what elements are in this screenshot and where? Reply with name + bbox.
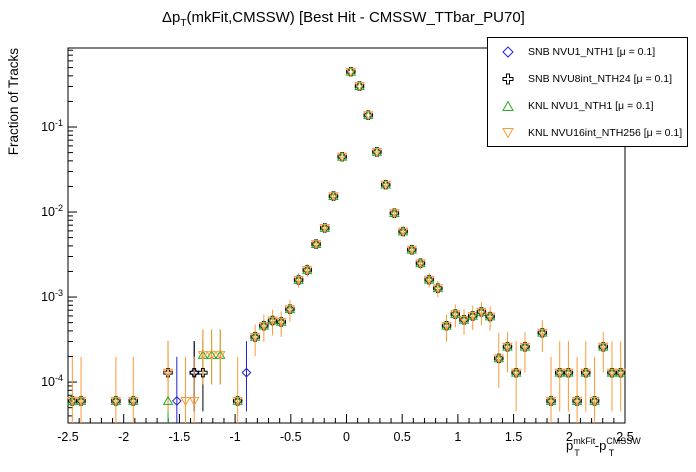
plot-title: ΔpT(mkFit,CMSSW) [Best Hit - CMSSW_TTbar… — [162, 9, 525, 29]
svg-text:1: 1 — [454, 430, 461, 444]
legend-row-snb-nvu1: SNB NVU1_NTH1 [μ = 0.1] — [488, 38, 687, 65]
data-marker — [188, 397, 200, 407]
data-marker — [189, 367, 199, 378]
legend: SNB NVU1_NTH1 [μ = 0.1] SNB NVU8int_NTH2… — [487, 37, 688, 147]
legend-label: SNB NVU1_NTH1 [μ = 0.1] — [528, 45, 656, 58]
x-axis-title: pmkFit T -pCMSSW T — [566, 436, 641, 458]
data-marker — [371, 147, 383, 158]
legend-row-snb-nvu8int: SNB NVU8int_NTH24 [μ = 0.1] — [488, 65, 687, 92]
data-marker — [241, 367, 252, 378]
data-marker — [336, 152, 348, 162]
data-marker — [432, 284, 444, 294]
data-marker — [232, 397, 243, 407]
data-marker — [406, 245, 418, 255]
data-marker — [180, 397, 191, 407]
data-marker — [589, 397, 600, 407]
data-marker — [249, 332, 261, 343]
data-marker — [258, 321, 270, 331]
data-marker — [162, 368, 174, 378]
data-marker — [110, 397, 122, 407]
data-marker — [554, 368, 565, 378]
data-marker — [606, 368, 618, 378]
svg-text:10-4: 10-4 — [41, 373, 63, 389]
data-marker — [519, 342, 531, 352]
data-marker — [198, 367, 208, 378]
open-cross-marker-icon — [488, 73, 528, 85]
data-marker — [571, 397, 583, 407]
svg-text:-2: -2 — [118, 430, 129, 444]
open-diamond-marker-icon — [488, 45, 528, 58]
legend-label: KNL NVU16int_NTH256 [μ = 0.1] — [528, 126, 683, 139]
data-marker — [415, 259, 426, 269]
data-marker — [545, 397, 557, 407]
data-marker — [206, 351, 217, 361]
legend-label: KNL NVU1_NTH1 [μ = 0.1] — [528, 99, 654, 112]
svg-text:1.5: 1.5 — [505, 430, 522, 444]
data-marker — [537, 328, 548, 338]
data-marker — [197, 351, 209, 361]
svg-text:-1: -1 — [230, 430, 241, 444]
data-marker — [162, 395, 174, 405]
data-marker — [563, 368, 574, 378]
plot-content — [67, 49, 626, 423]
data-marker — [510, 368, 522, 378]
data-marker — [580, 368, 592, 378]
svg-text:2.5: 2.5 — [616, 430, 633, 444]
svg-text:0: 0 — [343, 430, 350, 444]
data-marker — [354, 82, 365, 92]
y-tick-labels: 10-1 10-2 10-3 10-4 — [41, 118, 63, 389]
legend-label: SNB NVU8int_NTH24 [μ = 0.1] — [528, 72, 673, 85]
data-marker — [67, 397, 78, 407]
open-triangle-up-marker-icon — [488, 99, 528, 112]
data-marker — [75, 397, 87, 407]
data-marker — [302, 266, 313, 276]
y-axis-title: Fraction of Tracks — [6, 48, 21, 156]
data-marker — [284, 305, 296, 315]
data-marker — [362, 111, 374, 121]
data-marker — [293, 276, 304, 286]
svg-text:10-3: 10-3 — [41, 288, 63, 304]
svg-text:-2.5: -2.5 — [57, 430, 79, 444]
data-marker — [310, 240, 322, 250]
data-marker — [598, 342, 609, 352]
svg-text:-0.5: -0.5 — [280, 430, 302, 444]
data-marker — [458, 315, 470, 325]
svg-text:-1.5: -1.5 — [169, 430, 191, 444]
data-marker — [128, 397, 139, 407]
data-marker — [267, 316, 278, 326]
svg-text:2: 2 — [566, 430, 573, 444]
data-marker — [476, 307, 487, 318]
data-marker — [423, 275, 435, 285]
data-marker — [328, 192, 339, 202]
legend-row-knl-nvu16int: KNL NVU16int_NTH256 [μ = 0.1] — [488, 119, 687, 146]
data-marker — [493, 354, 505, 364]
open-triangle-down-marker-icon — [488, 127, 528, 139]
data-marker — [171, 396, 182, 406]
data-marker — [484, 312, 496, 322]
svg-text:0.5: 0.5 — [394, 430, 411, 444]
data-marker — [441, 321, 452, 331]
data-marker — [467, 312, 478, 322]
data-marker — [450, 310, 461, 320]
data-marker — [275, 318, 287, 328]
data-marker — [389, 209, 400, 219]
svg-text:10-2: 10-2 — [41, 203, 63, 219]
data-marker — [397, 227, 409, 237]
data-marker — [345, 67, 357, 77]
x-tick-labels: -2.5 -2 -1.5 -1 -0.5 0 0.5 1 1.5 2 2.5 — [57, 430, 634, 444]
data-marker — [502, 342, 513, 352]
data-marker — [163, 367, 173, 378]
data-marker — [215, 351, 226, 361]
legend-row-knl-nvu1: KNL NVU1_NTH1 [μ = 0.1] — [488, 92, 687, 119]
data-marker — [319, 224, 331, 234]
data-marker — [615, 368, 626, 378]
svg-text:10-1: 10-1 — [41, 118, 63, 134]
data-marker — [380, 180, 391, 190]
